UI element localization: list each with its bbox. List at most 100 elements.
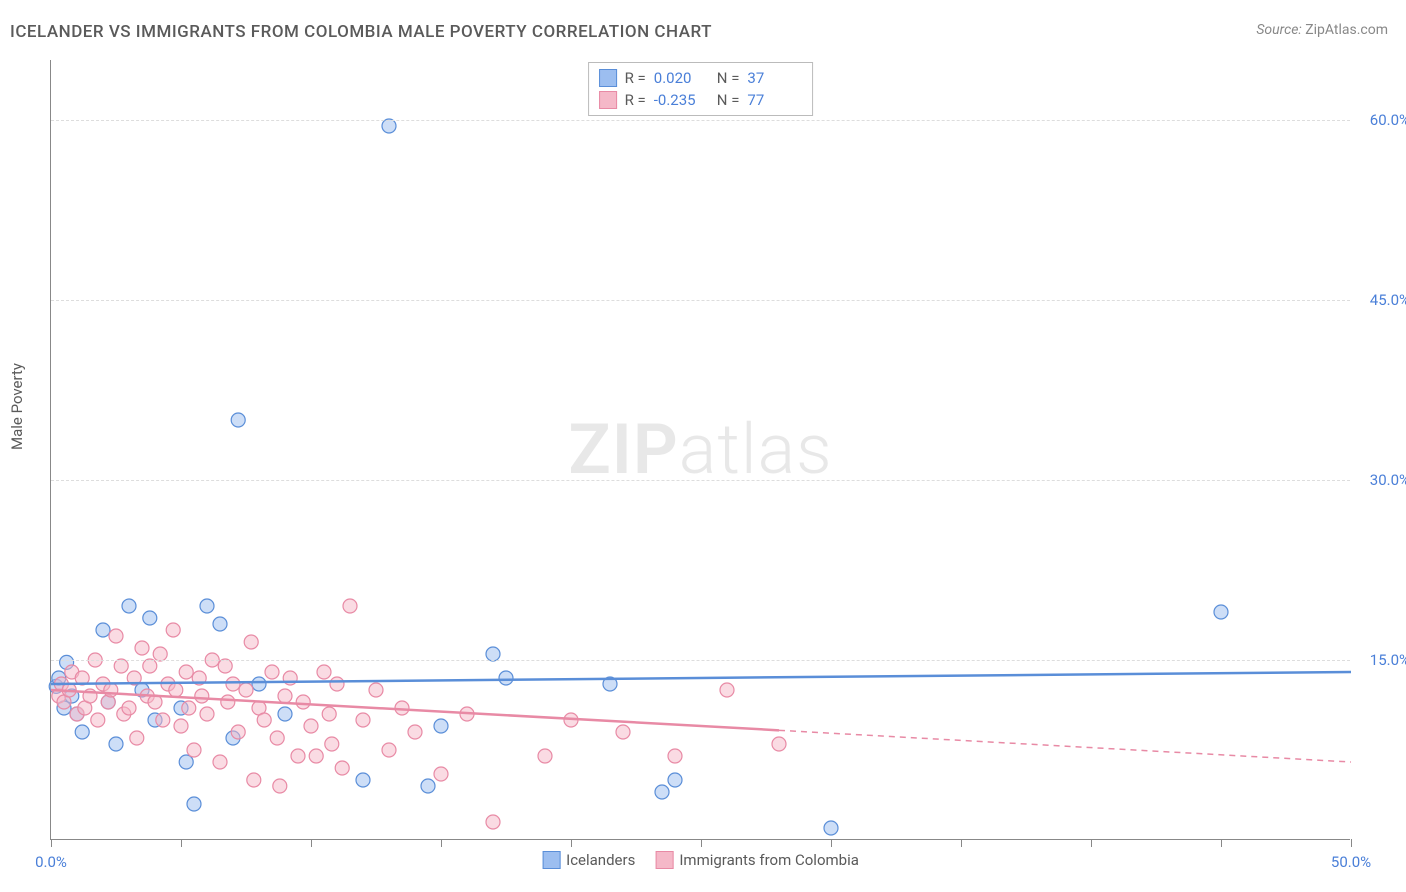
data-point	[335, 761, 349, 775]
data-point	[278, 689, 292, 703]
legend-n-label: N =	[717, 69, 740, 87]
x-tick	[701, 839, 702, 847]
data-point	[356, 713, 370, 727]
data-point	[109, 629, 123, 643]
data-point	[221, 695, 235, 709]
data-point	[356, 773, 370, 787]
data-point	[179, 665, 193, 679]
data-point	[668, 749, 682, 763]
data-point	[270, 731, 284, 745]
data-point	[156, 713, 170, 727]
data-point	[130, 731, 144, 745]
gridline	[51, 300, 1350, 301]
legend-swatch	[599, 69, 617, 87]
data-point	[309, 749, 323, 763]
x-tick	[181, 839, 182, 847]
data-point	[122, 701, 136, 715]
data-point	[824, 821, 838, 835]
data-point	[317, 665, 331, 679]
legend-series-label: Immigrants from Colombia	[679, 851, 859, 869]
legend-series-label: Icelanders	[566, 851, 635, 869]
data-point	[231, 725, 245, 739]
source-label: Source:	[1256, 22, 1301, 38]
data-point	[213, 617, 227, 631]
data-point	[720, 683, 734, 697]
legend-r-value: -0.235	[654, 91, 709, 109]
series-legend: Icelanders Immigrants from Colombia	[542, 851, 859, 869]
data-point	[96, 623, 110, 637]
data-point	[421, 779, 435, 793]
chart-plot-area: ZIPatlas R =0.020N =37R =-0.235N =77 Ice…	[50, 60, 1350, 840]
data-point	[169, 683, 183, 697]
x-tick	[831, 839, 832, 847]
y-axis-label: Male Poverty	[8, 363, 26, 450]
data-point	[296, 695, 310, 709]
data-point	[122, 599, 136, 613]
data-point	[343, 599, 357, 613]
data-point	[382, 119, 396, 133]
data-point	[226, 677, 240, 691]
data-point	[257, 713, 271, 727]
x-tick-label: 50.0%	[1331, 853, 1371, 871]
data-point	[187, 797, 201, 811]
data-point	[182, 701, 196, 715]
data-point	[772, 737, 786, 751]
x-tick-label: 0.0%	[35, 853, 67, 871]
data-point	[538, 749, 552, 763]
legend-r-label: R =	[625, 69, 646, 87]
data-point	[265, 665, 279, 679]
data-point	[179, 755, 193, 769]
x-tick	[1351, 839, 1352, 847]
correlation-legend: R =0.020N =37R =-0.235N =77	[588, 62, 814, 116]
data-point	[304, 719, 318, 733]
data-point	[239, 683, 253, 697]
data-point	[75, 725, 89, 739]
data-point	[278, 707, 292, 721]
x-tick	[311, 839, 312, 847]
data-point	[291, 749, 305, 763]
data-point	[153, 647, 167, 661]
data-point	[104, 683, 118, 697]
legend-n-value: 77	[747, 91, 802, 109]
data-point	[434, 767, 448, 781]
chart-title: ICELANDER VS IMMIGRANTS FROM COLOMBIA MA…	[10, 22, 712, 42]
data-point	[143, 611, 157, 625]
gridline	[51, 120, 1350, 121]
gridline	[51, 660, 1350, 661]
data-point	[655, 785, 669, 799]
data-point	[325, 737, 339, 751]
scatter-svg	[51, 60, 1350, 839]
x-tick	[441, 839, 442, 847]
data-point	[330, 677, 344, 691]
x-tick	[51, 839, 52, 847]
legend-n-value: 37	[747, 69, 802, 87]
data-point	[200, 707, 214, 721]
data-point	[135, 641, 149, 655]
legend-row: R =0.020N =37	[599, 67, 803, 89]
data-point	[486, 815, 500, 829]
data-point	[109, 737, 123, 751]
data-point	[499, 671, 513, 685]
data-point	[174, 719, 188, 733]
source-value: ZipAtlas.com	[1305, 22, 1388, 38]
data-point	[213, 755, 227, 769]
legend-swatch	[542, 851, 560, 869]
data-point	[486, 647, 500, 661]
data-point	[434, 719, 448, 733]
data-point	[218, 659, 232, 673]
data-point	[231, 413, 245, 427]
data-point	[195, 689, 209, 703]
x-tick	[1221, 839, 1222, 847]
legend-swatch	[599, 91, 617, 109]
regression-line-extrapolated	[779, 730, 1351, 762]
data-point	[247, 773, 261, 787]
y-tick-label: 45.0%	[1370, 291, 1406, 309]
legend-item: Icelanders	[542, 851, 635, 869]
data-point	[369, 683, 383, 697]
source-credit: Source: ZipAtlas.com	[1256, 22, 1388, 38]
gridline	[51, 480, 1350, 481]
y-tick-label: 15.0%	[1370, 651, 1406, 669]
legend-n-label: N =	[717, 91, 740, 109]
data-point	[668, 773, 682, 787]
x-tick	[571, 839, 572, 847]
